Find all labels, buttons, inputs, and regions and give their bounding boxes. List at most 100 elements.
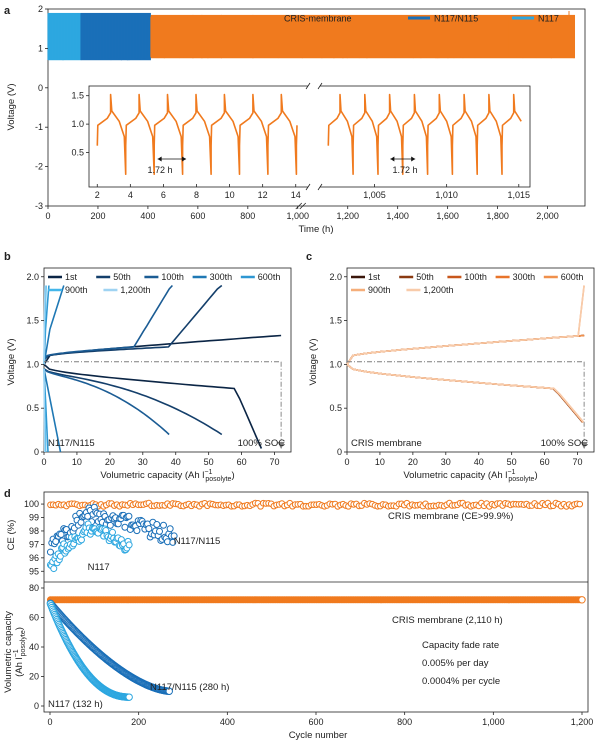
inset-x-tick-label: 12 [258,190,268,200]
x-tick-label: 0 [45,211,50,221]
x-tick-label: 30 [138,457,148,467]
panel-a-voltage-traces [47,10,576,61]
panel-a-legend: CRIS-membrane N117/N115 N117 [258,14,559,24]
x-tick-label: 600 [308,717,323,727]
charge-curve [43,284,173,361]
panel-c: c 0 10 20 30 40 50 60 70 0 0.5 1.0 1.5 2.0 1st 50th 10… [306,251,595,483]
cap-unit-sub: posolyte [20,630,27,656]
panel-c-curves [346,285,585,423]
legend-label: 600th [561,272,584,282]
legend-label: N117 [538,14,559,24]
y-tick-label: 2.0 [329,272,342,282]
panel-d-capacity-points [46,596,586,701]
x-tick-label: 0 [344,457,349,467]
cap-unit-sup: −1 [13,649,20,657]
inset-break-slash [317,183,323,191]
panel-b-membrane-label: N117/N115 [48,438,95,449]
x-tick-label: 60 [540,457,550,467]
legend-label: 300th [210,272,233,282]
curve-1-200th [43,285,46,453]
cap-unit-end: ) [14,627,25,630]
inset-cycle-path [96,93,298,175]
inset-x-tick-label: 1,005 [363,190,386,200]
y-tick-label: 0 [34,447,39,457]
legend-label: 1,200th [120,285,150,295]
ce-point-n117n115 [46,548,54,556]
ce-y-tick-label: 100 [24,499,39,509]
y-tick-label: -1 [35,122,43,132]
inset-frame [88,85,531,188]
period-arrow-head [390,156,395,162]
panel-c-soc-line [347,361,588,449]
inset-break-gap-top [308,84,320,88]
curve-300th [43,285,65,453]
trace-n117-n115 [80,12,151,61]
panel-b: b 0 10 20 30 40 50 60 70 0 0.5 1.0 1.5 2.0 1st 50th 10… [4,251,292,483]
inset-y-tick-label: 0.5 [71,148,84,158]
inset-period-arrows [157,156,416,162]
panel-d-capacity-y-label: Volumetric capacity [3,611,14,693]
legend-label: 900th [65,285,88,295]
panel-d-ce-y-label: CE (%) [6,520,17,551]
cris-ce-value: (CE>99.9%) [459,511,514,522]
trace-cris-membrane [150,14,576,59]
cris-cap-name: CRIS membrane [392,615,463,626]
curve-600th [346,334,585,423]
x-tick-label: 400 [140,211,155,221]
inset-x-tick-label: 10 [225,190,235,200]
ce-point-cris [576,500,584,508]
panel-c-x-label-sub: posolyte [508,476,534,483]
x-tick-label: 50 [204,457,214,467]
charge-curve [346,334,585,365]
legend-label: 100th [464,272,487,282]
soc-arrowhead [277,442,285,449]
panel-b-soc-line [44,361,285,449]
y-tick-label: 1.5 [26,316,39,326]
legend-label: 100th [161,272,184,282]
curve-1st [346,334,585,423]
inset-x-tick-label: 6 [161,190,166,200]
fade-rate-per-day: 0.005% per day [422,658,489,669]
y-tick-label: -2 [35,162,43,172]
ce-point-n117n115 [166,525,174,533]
panel-c-y-label: Voltage (V) [308,339,319,386]
x-tick-label: 800 [397,717,412,727]
ce-y-tick-label: 96 [29,553,39,563]
y-tick-label: -3 [35,201,43,211]
x-tick-label: 40 [474,457,484,467]
panel-b-x-label-sub: posolyte [205,476,231,483]
fade-rate-title: Capacity fade rate [422,640,499,651]
inset-period-label-left: 1.72 h [147,165,172,175]
inset-x-tick-label: 8 [194,190,199,200]
n117n115-cap-hours: (280 h) [197,682,230,693]
ce-point-n117n115 [106,521,114,529]
x-tick-label: 60 [237,457,247,467]
ce-point-n117n115 [169,538,177,546]
discharge-curve [43,368,62,453]
panel-letter-a: a [4,5,11,17]
n117-cap-name: N117 [48,699,70,710]
inset-voltage-traces [96,93,522,175]
legend-label: 300th [513,272,536,282]
x-tick-label: 10 [375,457,385,467]
y-tick-label: 1.0 [329,359,342,369]
panel-c-x-label: Volumetric capacity (Ah l−1 posolyte) [403,469,537,483]
discharge-curve [43,368,170,436]
panel-b-soc-label: 100% SOC [238,438,286,449]
cap-point-cris-end [578,596,586,604]
cap-y-tick-label: 20 [29,672,39,682]
x-tick-label: 800 [240,211,255,221]
y-tick-label: 1.5 [329,316,342,326]
ce-point-n117n115 [159,521,167,529]
x-tick-label: 2,000 [536,211,559,221]
discharge-curve [43,368,46,453]
x-tick-label: 200 [131,717,146,727]
cris-cap-hours: (2,110 h) [463,615,503,626]
inset-cycle-path [327,93,522,175]
legend-label: 1st [65,272,78,282]
ce-y-tick-label: 98 [29,526,39,536]
charge-curve [346,334,585,365]
ce-point-n117 [109,528,117,536]
y-tick-label: 0.5 [329,403,342,413]
